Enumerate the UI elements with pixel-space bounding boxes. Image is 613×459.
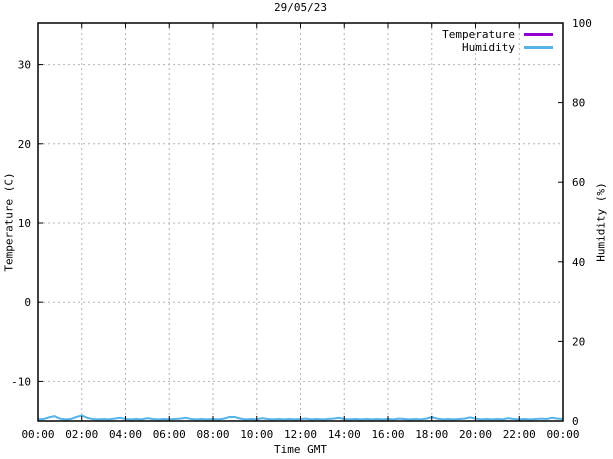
y-left-tick-label: 0 xyxy=(24,296,31,309)
y-right-tick-label: 20 xyxy=(572,335,585,348)
legend: Temperature Humidity xyxy=(442,28,553,54)
y-right-tick-label: 80 xyxy=(572,97,585,110)
x-axis-title: Time GMT xyxy=(274,443,327,456)
y-left-tick-label: 20 xyxy=(18,138,31,151)
x-tick-label: 14:00 xyxy=(328,428,361,441)
y-left-tick-label: 10 xyxy=(18,217,31,230)
y-right-tick-label: 40 xyxy=(572,256,585,269)
y-right-tick-label: 0 xyxy=(572,415,579,428)
y-left-tick-label: 30 xyxy=(18,59,31,72)
x-tick-label: 06:00 xyxy=(153,428,186,441)
legend-label-humidity: Humidity xyxy=(462,41,515,54)
x-tick-label: 00:00 xyxy=(546,428,579,441)
chart-title: 29/05/23 xyxy=(274,1,327,14)
legend-item-humidity: Humidity xyxy=(442,41,553,54)
humidity-line-swatch xyxy=(524,46,553,49)
x-tick-label: 08:00 xyxy=(196,428,229,441)
x-tick-label: 10:00 xyxy=(240,428,273,441)
x-tick-label: 18:00 xyxy=(415,428,448,441)
left-axis-title: Temperature (C) xyxy=(2,172,16,272)
x-tick-label: 12:00 xyxy=(284,428,317,441)
right-axis-title: Humidity (%) xyxy=(594,182,608,262)
temperature-line-swatch xyxy=(524,33,553,36)
x-tick-label: 20:00 xyxy=(459,428,492,441)
y-right-tick-label: 100 xyxy=(572,17,592,30)
legend-item-temperature: Temperature xyxy=(442,28,553,41)
legend-label-temperature: Temperature xyxy=(442,28,515,41)
x-tick-label: 16:00 xyxy=(371,428,404,441)
y-left-tick-label: -10 xyxy=(11,375,31,388)
x-tick-label: 02:00 xyxy=(65,428,98,441)
x-tick-label: 22:00 xyxy=(503,428,536,441)
y-right-tick-label: 60 xyxy=(572,176,585,189)
plot-border xyxy=(37,22,564,422)
x-tick-label: 04:00 xyxy=(109,428,142,441)
x-tick-label: 00:00 xyxy=(21,428,54,441)
